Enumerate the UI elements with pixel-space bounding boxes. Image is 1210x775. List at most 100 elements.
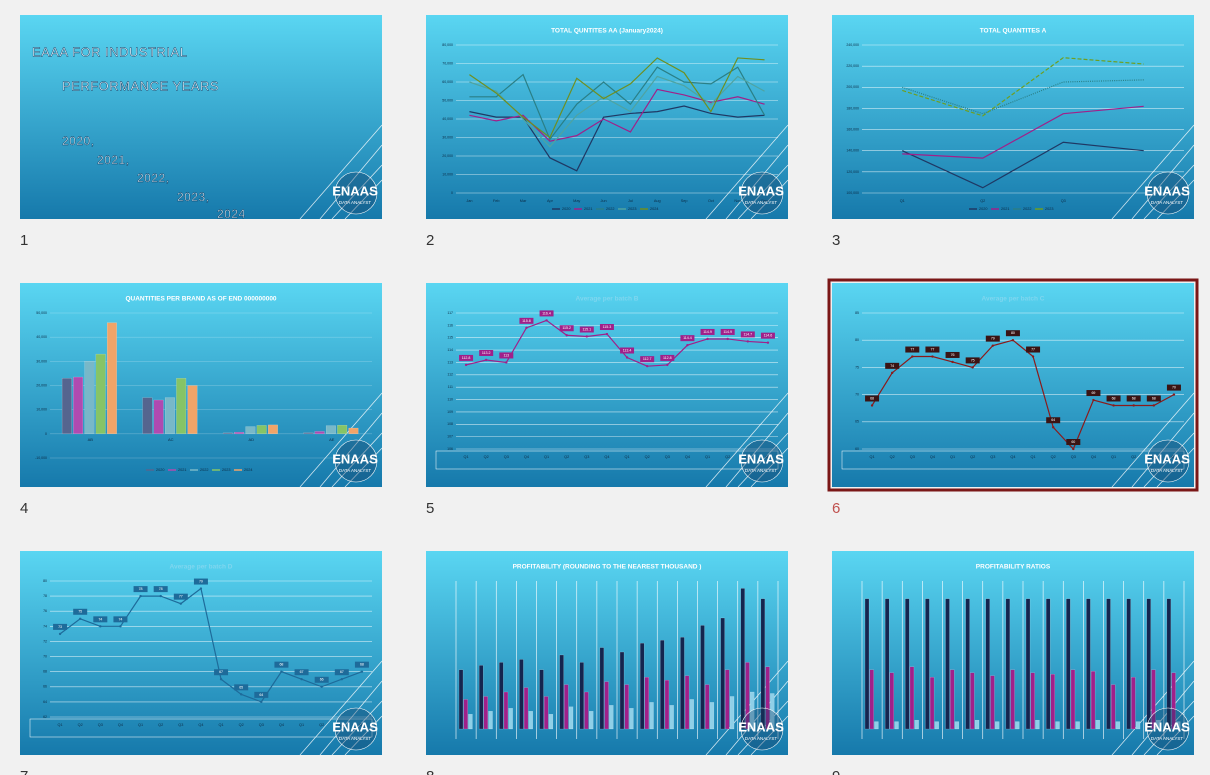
y-tick-label: 50,000 <box>36 311 47 315</box>
y-tick-label: 80 <box>43 579 47 583</box>
y-tick-label: 65 <box>855 420 859 424</box>
label-box <box>1146 395 1161 402</box>
slide-thumbnail[interactable]: PROFITABILITY RATIOS ENAAS DATA ANALYST 9 <box>832 551 1195 775</box>
bar <box>568 706 574 730</box>
y-tick-label: 76 <box>43 609 47 613</box>
series-line <box>469 105 765 172</box>
bar <box>874 721 879 730</box>
point <box>484 358 488 362</box>
point <box>971 366 974 369</box>
x-tick-label: Q1 <box>950 455 955 459</box>
slide-thumbnail[interactable]: TOTAL QUNTITES AA (January2024) 0 10,000 20… <box>426 15 789 249</box>
x-tick-label: Q2 <box>158 723 163 727</box>
point <box>931 355 934 358</box>
bar <box>1095 719 1100 730</box>
label-box <box>274 661 289 668</box>
legend-label: 2023 <box>628 207 636 211</box>
logo-name: ENAAS <box>1144 183 1190 198</box>
bar <box>303 432 314 434</box>
x-tick-label: Q2 <box>645 455 650 459</box>
x-tick-label: Q2 <box>78 723 83 727</box>
data-label: 74 <box>118 617 122 621</box>
data-label: 64 <box>1051 418 1055 422</box>
bar <box>725 669 730 730</box>
slide-thumbnail[interactable]: Average per batch B 106 107 108 109 110 111 112… <box>426 283 789 517</box>
bar <box>1010 669 1015 730</box>
x-tick-label: Feb <box>493 199 500 203</box>
logo-badge <box>1146 439 1190 483</box>
x-tick-label: Q3 <box>98 723 103 727</box>
chart-title: PROFITABILITY RATIOS <box>976 564 1051 571</box>
x-tick-label: Q1 <box>1031 455 1036 459</box>
x-tick-label: Q1 <box>625 455 630 459</box>
x-tick-label: Q1 <box>138 723 143 727</box>
x-tick-label: Q4 <box>930 455 935 459</box>
point <box>585 335 589 338</box>
x-tick-label: Jan <box>466 199 472 203</box>
bar <box>548 714 554 730</box>
bar <box>1135 721 1141 730</box>
x-tick-label: Q4 <box>359 723 364 727</box>
bar <box>700 625 705 730</box>
label-box <box>1046 417 1061 424</box>
y-tick-label: 140,000 <box>846 149 859 153</box>
bar <box>84 361 95 434</box>
bar <box>503 691 509 730</box>
y-tick-label: 10,000 <box>36 408 47 412</box>
x-tick-label: Q4 <box>1171 455 1176 459</box>
bar <box>664 680 670 730</box>
point <box>911 355 914 358</box>
logo-tagline: DATA ANALYST <box>745 200 778 205</box>
point <box>1092 398 1095 402</box>
logo-tagline: DATA ANALYST <box>745 468 778 473</box>
y-tick-label: 120,000 <box>846 170 859 174</box>
slide-thumbnail[interactable]: PROFITABILITY (ROUNDING TO THE NEAREST T… <box>426 551 789 775</box>
point <box>525 326 528 330</box>
point <box>99 625 102 628</box>
data-label: 115.2 <box>562 326 571 330</box>
label-box <box>479 349 494 356</box>
data-label: 114.9 <box>703 330 712 334</box>
bar <box>1171 672 1176 730</box>
label-box <box>965 357 980 364</box>
y-tick-label: 64 <box>43 700 47 704</box>
data-label: 112.7 <box>643 357 652 361</box>
slide-thumbnail[interactable]: TOTAL QUANTITES A 100,000 120,000 140,000 16… <box>832 15 1195 249</box>
x-tick-label: Q2 <box>980 199 985 203</box>
label-box <box>133 586 148 593</box>
point <box>1132 404 1135 407</box>
slide-thumbnail[interactable]: QUANTITIES PER BRAND AS OF END 000000000… <box>20 283 383 517</box>
decor-line <box>705 392 789 488</box>
point <box>159 594 162 598</box>
bar <box>1115 721 1121 730</box>
data-table <box>841 450 1185 470</box>
bar <box>889 672 894 730</box>
bar <box>740 588 745 730</box>
bar <box>765 666 770 730</box>
bar <box>559 654 564 730</box>
point <box>300 678 303 681</box>
logo-tagline: DATA ANALYST <box>745 736 778 741</box>
slide-thumbnail[interactable]: Average per batch C 60 65 70 75 80 85 Q1 Q2 Q3 Q4 Q… <box>827 278 1199 517</box>
bar <box>689 699 694 730</box>
y-tick-label: 50,000 <box>442 98 453 102</box>
slide-thumbnail[interactable]: Average per batch D 62 64 66 68 70 72 74 76 78 80 Q… <box>20 551 383 775</box>
point <box>260 700 263 704</box>
label-box <box>539 310 554 317</box>
data-label: 68 <box>1112 396 1116 400</box>
decor-line <box>331 164 383 220</box>
point <box>645 364 649 368</box>
bar <box>905 598 910 730</box>
y-tick-label: 70 <box>855 393 859 397</box>
bar <box>1055 721 1060 730</box>
x-tick-label: Q1 <box>1111 455 1116 459</box>
label-box <box>885 362 900 369</box>
bar <box>1126 598 1131 730</box>
bar <box>1156 719 1161 730</box>
x-tick-label: Q3 <box>178 723 183 727</box>
bar <box>325 425 336 434</box>
selection-border <box>827 278 1199 492</box>
point <box>139 594 142 598</box>
slide-number: 5 <box>426 500 434 517</box>
slide-thumbnail[interactable]: EAAA FOR INDUSTRIAL PERFORMANCE YEARS 2020… <box>20 15 383 249</box>
